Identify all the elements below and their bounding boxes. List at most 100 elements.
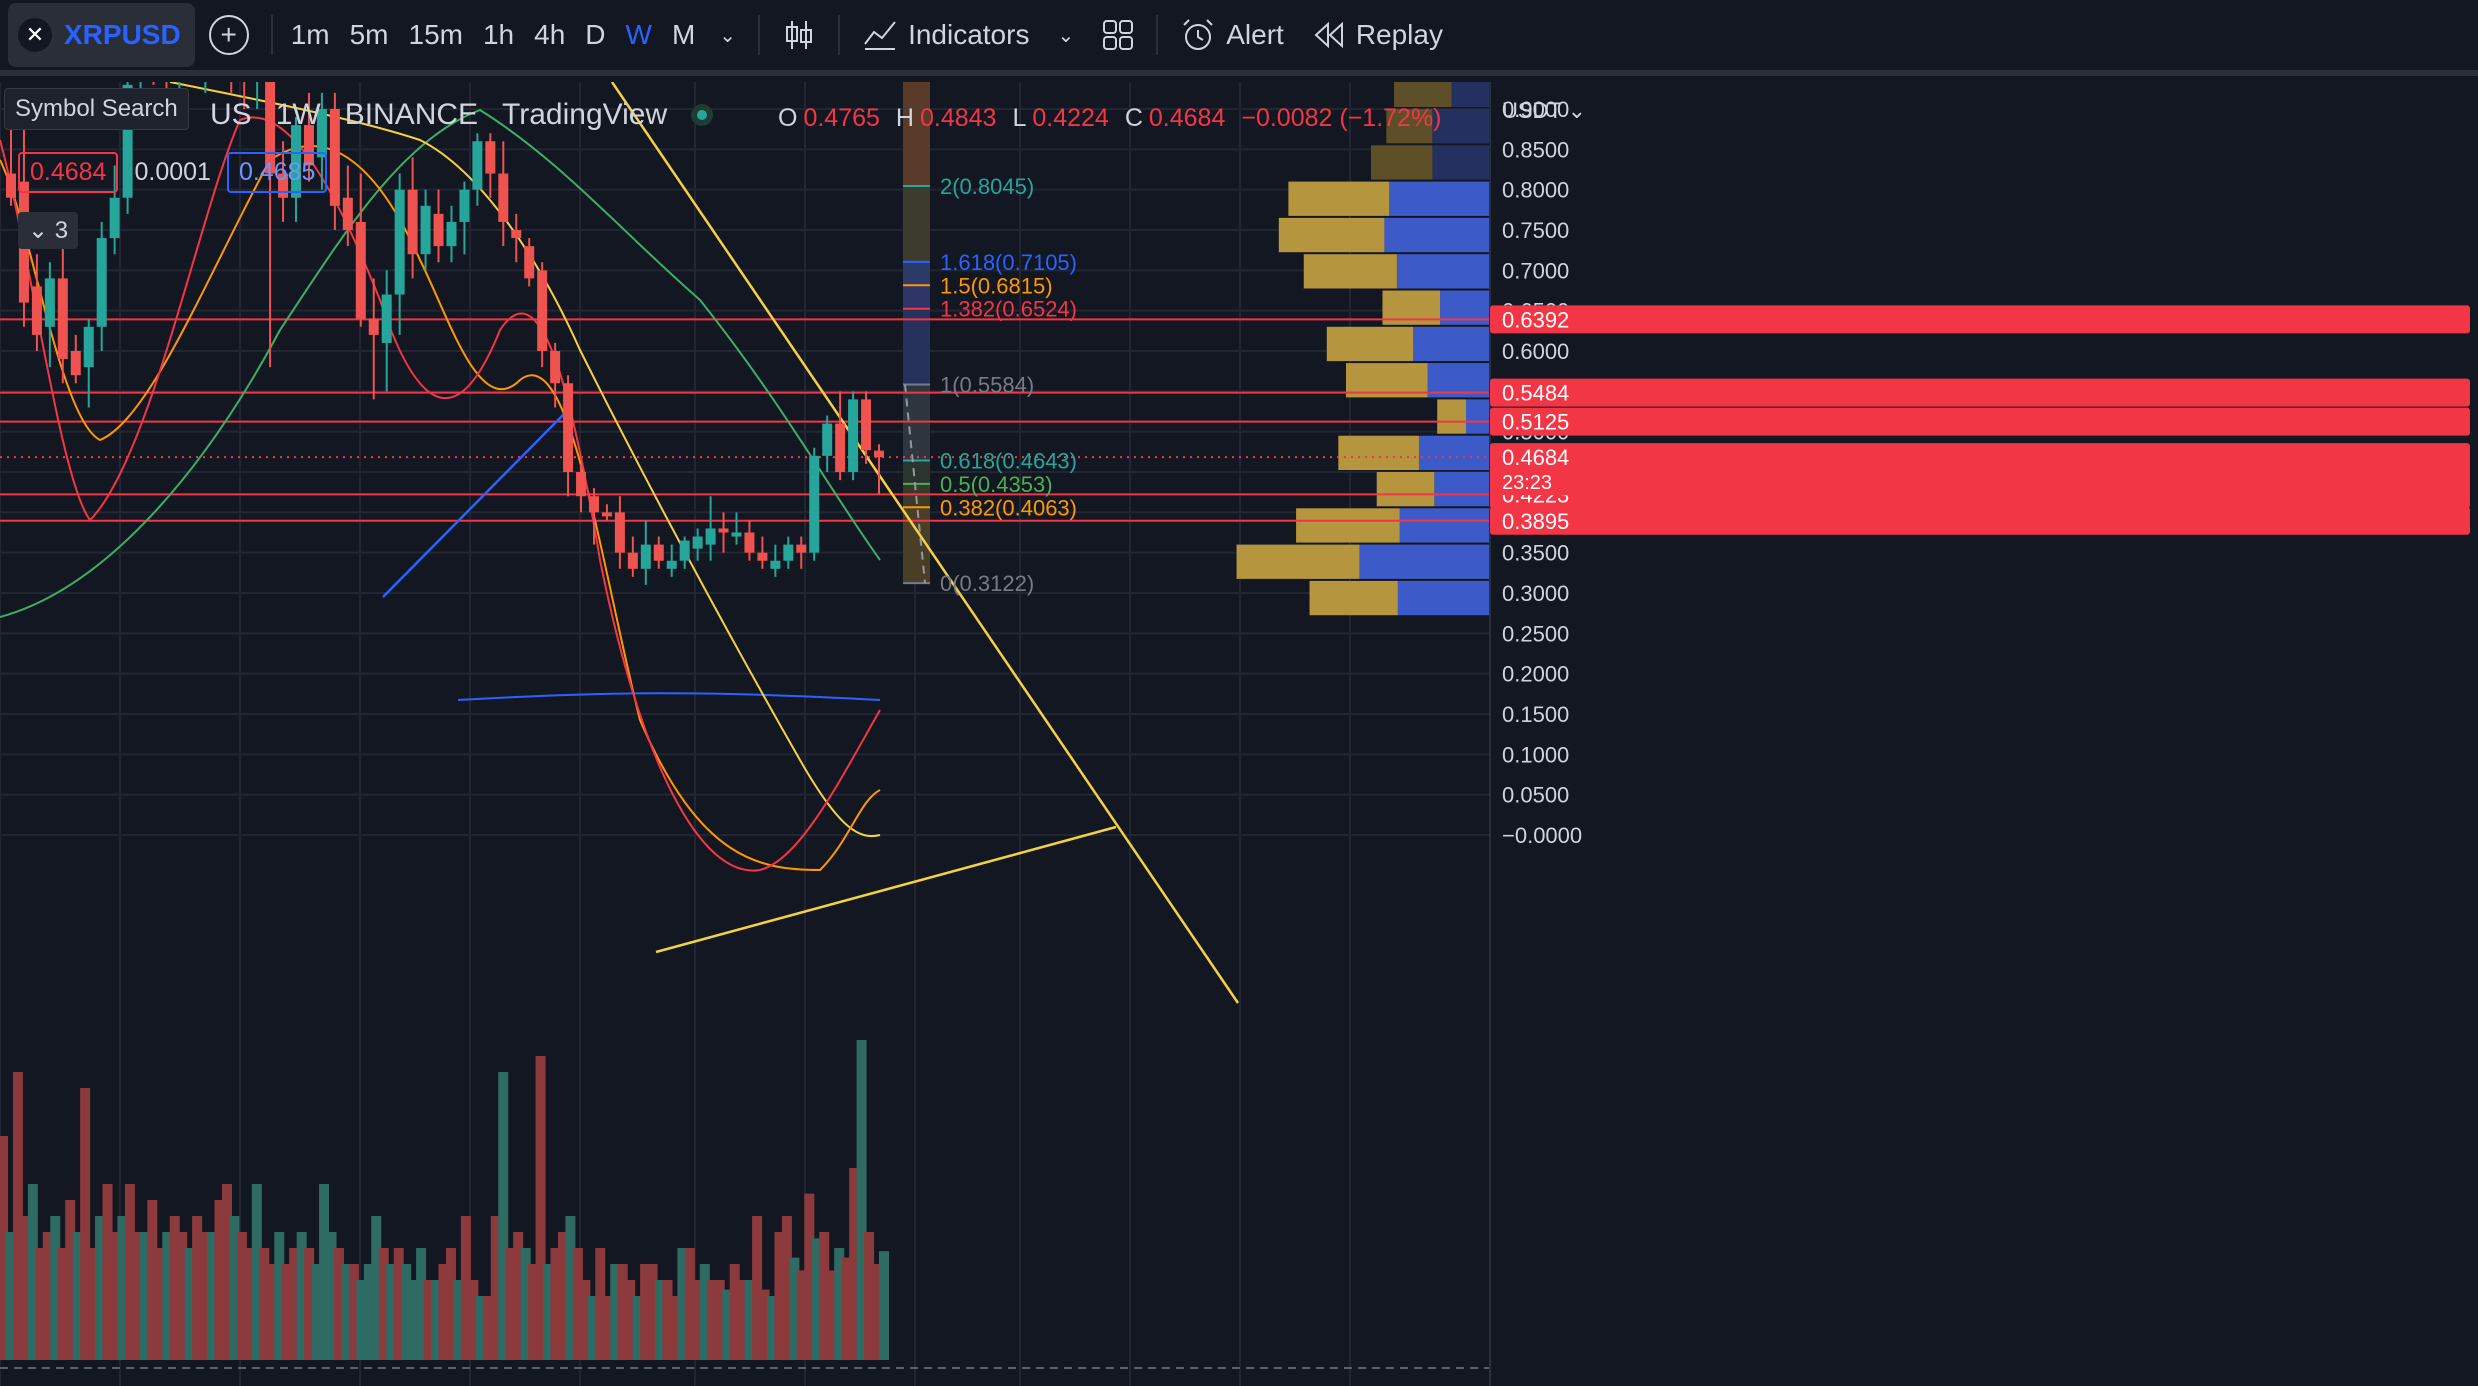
volume-bar [274,1232,285,1360]
volume-bar [42,1232,53,1360]
layout-button[interactable] [1088,5,1148,65]
volume-bar [483,1296,494,1360]
volume-bar [505,1248,516,1360]
volume-bar [326,1232,337,1360]
candle-body [576,472,587,497]
timeframe-m[interactable]: M [671,19,696,50]
timeframe-15m[interactable]: 15m [408,19,463,50]
candle-body [705,528,716,545]
candle-body [420,205,431,255]
candle-body [355,221,366,319]
timeframe-dropdown[interactable]: ⌄ [705,5,750,65]
volume-bar [572,1248,583,1360]
candle-body [511,230,522,239]
volume-bar [460,1216,471,1360]
price-tick-label: 0.2500 [1502,621,1569,646]
volume-bar [737,1280,748,1360]
candle-body [718,528,729,533]
profile-buy-bar [1413,326,1490,362]
symbol-search-button[interactable]: ✕ XRPUSD [8,3,195,67]
level-price-label: 0.5484 [1502,381,1569,406]
volume-bar [154,1248,165,1360]
volume-bar [543,1264,554,1360]
bar-countdown-label: 23:23 [1502,472,1552,494]
indicators-icon [864,21,896,50]
sell-price-button[interactable]: 0.4684 [18,152,119,193]
legend-interval[interactable]: 1W [275,98,321,131]
indicator-collapse-toggle[interactable]: ⌄ 3 [18,212,79,249]
fib-band [903,261,930,286]
price-axis-background [1490,82,2478,1386]
timeframe-w[interactable]: W [625,19,652,50]
alert-button[interactable]: Alert [1166,5,1298,65]
profile-sell-bar [1394,82,1452,107]
indicators-dropdown[interactable]: ⌄ [1043,5,1088,65]
candle-body [122,84,133,198]
chart-type-button[interactable] [768,5,830,65]
fib-level-label: 2(0.8045) [940,174,1034,199]
ma-20-line [0,145,881,872]
candle-body [6,173,16,198]
buy-price-button[interactable]: 0.4685 [226,152,328,193]
timeframe-d[interactable]: D [585,19,606,50]
candle-body [692,536,703,549]
last-price-tag [1490,443,2470,496]
volume-bar [796,1270,807,1360]
xrp-logo-icon: ✕ [18,18,52,52]
alarm-clock-icon [1183,19,1213,50]
candle-body [744,532,755,553]
replay-button[interactable]: Replay [1298,5,1457,65]
volume-bar [35,1248,46,1360]
candle-body [524,246,535,279]
toolbar-divider [1156,15,1159,55]
volume-bar [647,1264,658,1360]
toolbar-divider [838,15,841,55]
candle-body [601,512,612,517]
volume-bar [498,1072,509,1360]
volume-bar [281,1264,292,1360]
spread-value: 0.0001 [134,158,211,186]
volume-bar [490,1216,501,1360]
compare-symbol-button[interactable]: + [195,5,263,65]
volume-bar [550,1248,561,1360]
candle-body [485,141,496,174]
timeframe-1h[interactable]: 1h [482,19,515,50]
level-price-tag [1490,407,2470,436]
volume-bar [393,1248,404,1360]
volume-profile [1236,82,1490,616]
volume-bar [296,1232,307,1360]
timeframe-1m[interactable]: 1m [290,19,330,50]
volume-bar [475,1296,486,1360]
indicators-button[interactable]: Indicators [848,5,1043,65]
legend-symbol[interactable]: US [210,98,252,131]
volume-bar [109,1232,120,1360]
symbol-label: XRPUSD [64,19,181,50]
vwap-line [457,692,881,701]
timeframe-5m[interactable]: 5m [349,19,389,50]
legend-exchange[interactable]: BINANCE [344,98,479,131]
volume-bar [453,1280,464,1360]
volume-bar [50,1216,61,1360]
volume-bar [401,1264,412,1360]
volume-bar [520,1248,531,1360]
profile-buy-bar [1434,472,1490,507]
volume-bar [640,1264,651,1360]
volume-bar [72,1232,83,1360]
top-toolbar: ✕ XRPUSD + 1m 5m 15m 1h 4h D W M ⌄ Indic… [0,0,2478,76]
fib-band [903,308,930,385]
price-axis[interactable]: USDT ⌄0.90000.85000.80000.75000.70000.65… [1489,82,2478,1386]
price-chart[interactable]: 2.618(0.9567)2(0.8045)1.618(0.7105)1.5(0… [0,82,2478,1386]
volume-bar [311,1264,322,1360]
chart-legend: US 1W BINANCE TradingView [210,98,714,132]
candle-body [640,544,651,569]
volume-bar [445,1248,456,1360]
candle-body [70,351,81,376]
volume-bar [423,1280,434,1360]
candle-body [874,450,884,458]
volume-bar [229,1216,240,1360]
candle-body [31,286,42,335]
timeframe-4h[interactable]: 4h [534,19,566,50]
volume-bar [595,1248,606,1360]
candle-body [757,552,768,561]
ma-50-line [169,82,881,838]
